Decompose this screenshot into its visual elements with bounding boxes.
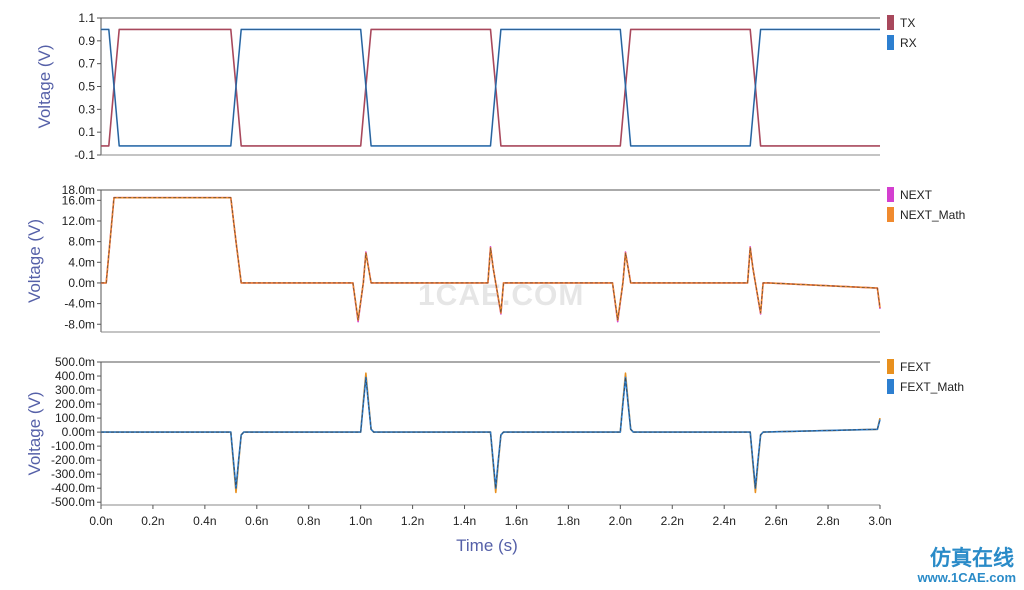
- x-axis-label: Time (s): [456, 536, 518, 555]
- y-tick-label: 100.0m: [55, 411, 95, 425]
- y-tick-label: 8.0m: [68, 235, 95, 249]
- y-axis-label: Voltage (V): [35, 44, 54, 128]
- y-tick-label: -4.0m: [64, 297, 95, 311]
- x-tick-label: 1.2n: [401, 514, 424, 528]
- x-tick-label: 0.0n: [89, 514, 112, 528]
- y-tick-label: 0.00m: [62, 425, 95, 439]
- y-tick-label: -8.0m: [64, 317, 95, 331]
- y-tick-label: 500.0m: [55, 355, 95, 369]
- series-line-tx: [101, 28, 880, 147]
- y-tick-label: 200.0m: [55, 397, 95, 411]
- y-tick-label: 18.0m: [62, 183, 95, 197]
- x-tick-label: 2.4n: [713, 514, 736, 528]
- brand-url-text: www.1CAE.com: [917, 570, 1016, 585]
- y-tick-label: 1.1: [78, 11, 95, 25]
- y-tick-label: 400.0m: [55, 369, 95, 383]
- series-overlay-trace: [101, 377, 881, 489]
- y-tick-label: -200.0m: [51, 453, 95, 467]
- legend-swatch-fext_math: [887, 379, 894, 394]
- chart-panels: 1.1 0.9 0.7 0.5 0.3 0.1 -0.1 Voltage (V) TX RX 18.…: [25, 11, 965, 528]
- y-tick-label: -500.0m: [51, 495, 95, 509]
- x-tick-label: 1.8n: [557, 514, 580, 528]
- y-tick-label: -0.1: [74, 148, 95, 162]
- legend-swatch-next_math: [887, 207, 894, 222]
- x-tick-label: 3.0n: [868, 514, 891, 528]
- legend-label-next: NEXT: [900, 188, 933, 202]
- chart-panel-1: 1.1 0.9 0.7 0.5 0.3 0.1 -0.1 Voltage (V) TX RX: [35, 11, 917, 162]
- y-tick-label: -300.0m: [51, 467, 95, 481]
- x-tick-label: 2.2n: [661, 514, 684, 528]
- y-tick-label: 16.0m: [62, 193, 95, 207]
- x-tick-label: 0.6n: [245, 514, 268, 528]
- legend-swatch-rx: [887, 35, 894, 50]
- legend-swatch-next: [887, 187, 894, 202]
- y-tick-label: 4.0m: [68, 255, 95, 269]
- legend-label-next_math: NEXT_Math: [900, 208, 965, 222]
- x-tick-label: 1.0n: [349, 514, 372, 528]
- y-tick-label: -400.0m: [51, 481, 95, 495]
- brand-logo: 仿真在线 www.1CAE.com: [917, 546, 1016, 585]
- x-tick-label: 0.4n: [193, 514, 216, 528]
- x-tick-label: 1.4n: [453, 514, 476, 528]
- x-tick-label: 2.8n: [816, 514, 839, 528]
- y-axis-label: Voltage (V): [25, 219, 44, 303]
- legend-swatch-fext: [887, 359, 894, 374]
- x-tick-label: 0.2n: [141, 514, 164, 528]
- y-tick-label: 0.7: [78, 57, 95, 71]
- y-axis-label: Voltage (V): [25, 391, 44, 475]
- chart-panel-3: 500.0m400.0m300.0m200.0m100.0m0.00m-100.…: [25, 355, 964, 528]
- y-tick-label: 0.3: [78, 102, 95, 116]
- legend-label-fext: FEXT: [900, 360, 931, 374]
- y-tick-label: 0.9: [78, 34, 95, 48]
- x-tick-label: 2.6n: [764, 514, 787, 528]
- brand-chinese-text: 仿真在线: [930, 546, 1014, 570]
- legend-label-fext_math: FEXT_Math: [900, 380, 964, 394]
- series-overlay-trace: [101, 197, 881, 321]
- y-tick-label: 0.5: [78, 80, 95, 94]
- x-tick-label: 0.8n: [297, 514, 320, 528]
- y-tick-label: -100.0m: [51, 439, 95, 453]
- x-tick-label: 2.0n: [609, 514, 632, 528]
- y-tick-label: 0.0m: [68, 276, 95, 290]
- y-tick-label: 300.0m: [55, 383, 95, 397]
- legend-label-tx: TX: [900, 16, 915, 30]
- series-overlay-trace: [101, 29, 880, 147]
- y-tick-label: 12.0m: [62, 214, 95, 228]
- legend-swatch-tx: [887, 15, 894, 30]
- y-tick-label: 0.1: [78, 125, 95, 139]
- legend-label-rx: RX: [900, 36, 917, 50]
- x-tick-label: 1.6n: [505, 514, 528, 528]
